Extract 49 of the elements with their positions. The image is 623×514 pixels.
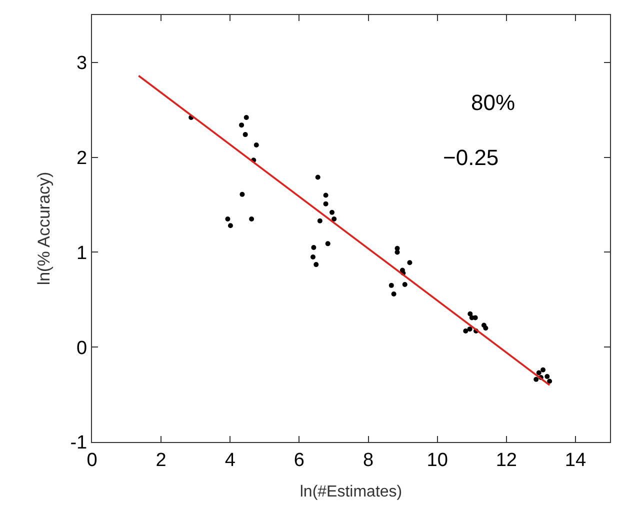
x-tick-label: 12 [496, 450, 517, 471]
x-tick-label: 2 [156, 450, 166, 471]
point [242, 132, 248, 138]
point [394, 250, 400, 255]
annotation: −0.25 [443, 145, 499, 170]
point [332, 216, 337, 222]
point [469, 315, 474, 320]
point [463, 328, 468, 334]
point [330, 210, 335, 215]
x-tick-label: 8 [362, 450, 374, 471]
y-tick-label: -1 [70, 432, 88, 454]
point [402, 282, 408, 287]
point [323, 201, 328, 206]
point [228, 223, 233, 228]
point [317, 218, 322, 224]
point [249, 216, 254, 222]
y-tick-label: 0 [76, 338, 88, 359]
point [323, 192, 328, 198]
x-tick-label: 10 [426, 450, 448, 471]
point [391, 291, 396, 296]
point [315, 174, 320, 180]
point [311, 244, 316, 250]
point [239, 122, 244, 128]
point [310, 254, 316, 260]
point [534, 376, 539, 382]
y-tick-label: 3 [76, 53, 88, 74]
point [225, 216, 230, 222]
point [540, 367, 546, 372]
point [254, 142, 259, 148]
point [314, 262, 319, 268]
point [483, 326, 488, 331]
point [407, 260, 412, 266]
x-tick-label: 4 [224, 450, 236, 471]
y-tick-label: 2 [76, 148, 88, 169]
annotation: 80% [471, 90, 516, 115]
point [325, 241, 330, 246]
x-axis-title: ln(#Estimates) [300, 484, 402, 501]
y-tick-label: 1 [76, 242, 88, 264]
point [244, 114, 249, 120]
point [240, 192, 245, 197]
point [468, 311, 473, 316]
y-axis-title: ln(% Accuracy) [34, 172, 54, 286]
point [388, 282, 394, 288]
x-tick-label: 6 [294, 450, 304, 471]
point [544, 374, 550, 380]
point [467, 326, 472, 332]
point [536, 370, 542, 376]
point [547, 378, 552, 384]
x-tick-label: 14 [564, 450, 586, 471]
